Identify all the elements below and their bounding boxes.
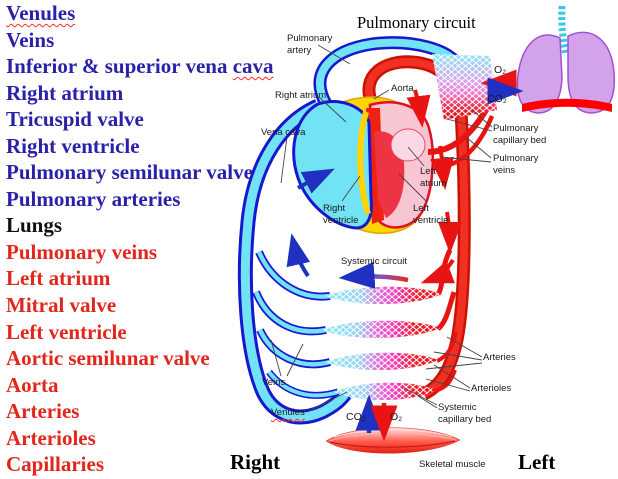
heart-yellow-divider	[357, 111, 371, 215]
vena-cava-vessel	[237, 99, 352, 425]
term-list-item: Left ventricle	[6, 319, 127, 344]
term-list-item: Pulmonary arteries	[6, 186, 181, 211]
term-list-item: Venules	[6, 1, 76, 25]
label-arteries: Arteries	[483, 352, 516, 363]
lungs	[516, 5, 616, 114]
label-arterioles: Arterioles	[471, 383, 512, 394]
pulmonary-circuit-title: Pulmonary circuit	[357, 13, 476, 32]
label-pulmonary-capillary-bed: Pulmonary capillary bed	[493, 123, 547, 146]
heart	[292, 96, 435, 235]
term-list-item: Left atrium	[6, 266, 111, 291]
flow-arrows	[286, 89, 462, 289]
term-list-item: Pulmonary veins	[6, 239, 158, 264]
label-co2-top: CO₂	[487, 93, 507, 105]
term-list-item: Inferior & superior vena cava	[6, 54, 274, 79]
label-aorta: Aorta	[391, 83, 414, 94]
term-list: Venules Veins Inferior & superior vena c…	[6, 0, 306, 478]
term-list-item: Arterioles	[6, 425, 96, 450]
term-list-item: Right atrium	[6, 80, 124, 105]
gas-arrows-top	[480, 69, 524, 105]
term-list-item: Arteries	[6, 399, 80, 424]
right-heart-shape	[292, 100, 373, 230]
label-systemic-capillary-bed: Systemic capillary bed	[438, 402, 492, 425]
side-label-left: Left	[518, 450, 556, 474]
pulmonary-capillary-bed-shape	[432, 54, 497, 120]
aorta-vessel	[362, 55, 471, 400]
trachea	[558, 5, 570, 56]
leader-lines	[270, 44, 493, 413]
pulmonary-artery-vessel	[313, 36, 465, 108]
systemic-capillary-beds	[322, 286, 442, 401]
term-list-item: Pulmonary semilunar valve	[6, 160, 253, 185]
label-o2-top: O₂	[494, 64, 507, 76]
label-co2-bottom: CO₂	[346, 411, 366, 423]
label-veins: Veins	[262, 377, 286, 388]
term-list-item: Aorta	[6, 372, 59, 397]
skeletal-muscle-shape	[325, 427, 461, 454]
label-venules: Venules	[271, 407, 305, 418]
gas-arrows-bottom	[355, 394, 398, 442]
term-list-item: Right ventricle	[6, 133, 140, 158]
label-systemic-circuit: Systemic circuit	[341, 256, 407, 267]
label-right-atrium: Right atrium	[275, 90, 327, 101]
label-left-atrium: Left atrium	[420, 166, 447, 189]
term-list-item: Aortic semilunar valve	[6, 346, 210, 371]
lung-base-band	[522, 98, 612, 112]
label-vena-cava: Vena cava	[261, 127, 306, 138]
label-pulmonary-veins: Pulmonary veins	[493, 153, 539, 176]
label-left-ventricle: Left ventricle	[413, 203, 449, 226]
term-list-item: Lungs	[6, 213, 63, 238]
term-list-item: Veins	[6, 27, 55, 52]
left-atrium-shape	[390, 128, 426, 162]
term-list-item: Capillaries	[6, 452, 104, 477]
side-label-right: Right	[230, 450, 281, 474]
label-pulmonary-artery: Pulmonary artery	[287, 33, 333, 56]
label-skeletal-muscle: Skeletal muscle	[419, 459, 486, 470]
label-o2-bottom: O₂	[390, 411, 403, 423]
term-list-item: Mitral valve	[6, 293, 117, 318]
term-list-item: Tricuspid valve	[6, 107, 144, 132]
label-right-ventricle: Right ventricle	[323, 203, 359, 226]
